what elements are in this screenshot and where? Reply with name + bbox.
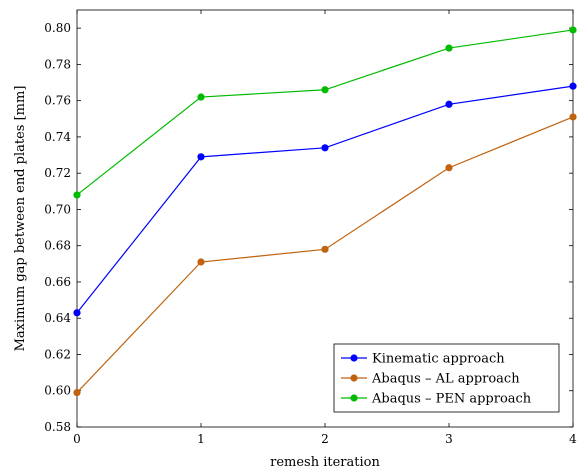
x-tick-label: 3 [445,432,453,446]
x-tick-label: 0 [73,432,81,446]
legend-swatch-marker [350,394,358,402]
series-line-2 [76,29,574,196]
y-tick-label: 0.60 [44,384,71,398]
legend-label: Abaqus – AL approach [371,372,520,387]
y-tick-label: 0.68 [44,239,71,253]
legend-swatch-marker [350,354,358,362]
data-point [445,44,453,52]
legend-swatch-marker [350,374,358,382]
y-tick-label: 0.76 [44,94,71,108]
y-axis-label: Maximum gap between end plates [mm] [13,86,28,352]
legend: Kinematic approach Abaqus – AL approach Ab… [333,343,560,413]
x-tick-label: 1 [197,432,205,446]
data-point [569,82,577,90]
data-point [197,93,205,101]
series-line-0 [76,85,574,314]
legend-box [333,343,560,413]
y-tick-label: 0.78 [44,57,71,71]
data-point [73,191,81,199]
y-tick-label: 0.74 [44,130,71,144]
data-point [197,153,205,161]
y-tick-label: 0.80 [44,21,71,35]
data-point [73,309,81,317]
x-axis-label: remesh iteration [270,455,380,470]
data-point [197,258,205,266]
data-point [445,100,453,108]
y-tick-label: 0.70 [44,202,71,216]
legend-label: Kinematic approach [372,352,505,367]
y-tick-label: 0.58 [44,420,71,434]
y-tick-label: 0.64 [44,311,71,325]
data-point [73,388,81,397]
data-point [569,113,577,121]
data-point [569,26,577,34]
legend-label: Abaqus – PEN approach [371,392,532,407]
y-tick-label: 0.72 [44,166,71,180]
y-tick-label: 0.62 [44,347,71,361]
data-point [321,245,329,253]
data-point [321,86,329,94]
data-point [445,164,453,172]
x-tick-label: 2 [321,432,329,446]
data-point [321,144,329,152]
plot-area: 0.58 0.60 0.62 0.64 0.66 0.68 0.70 0.72 0.74 0.76… [44,9,577,446]
x-tick-label: 4 [569,432,577,446]
y-tick-label: 0.66 [44,275,71,289]
